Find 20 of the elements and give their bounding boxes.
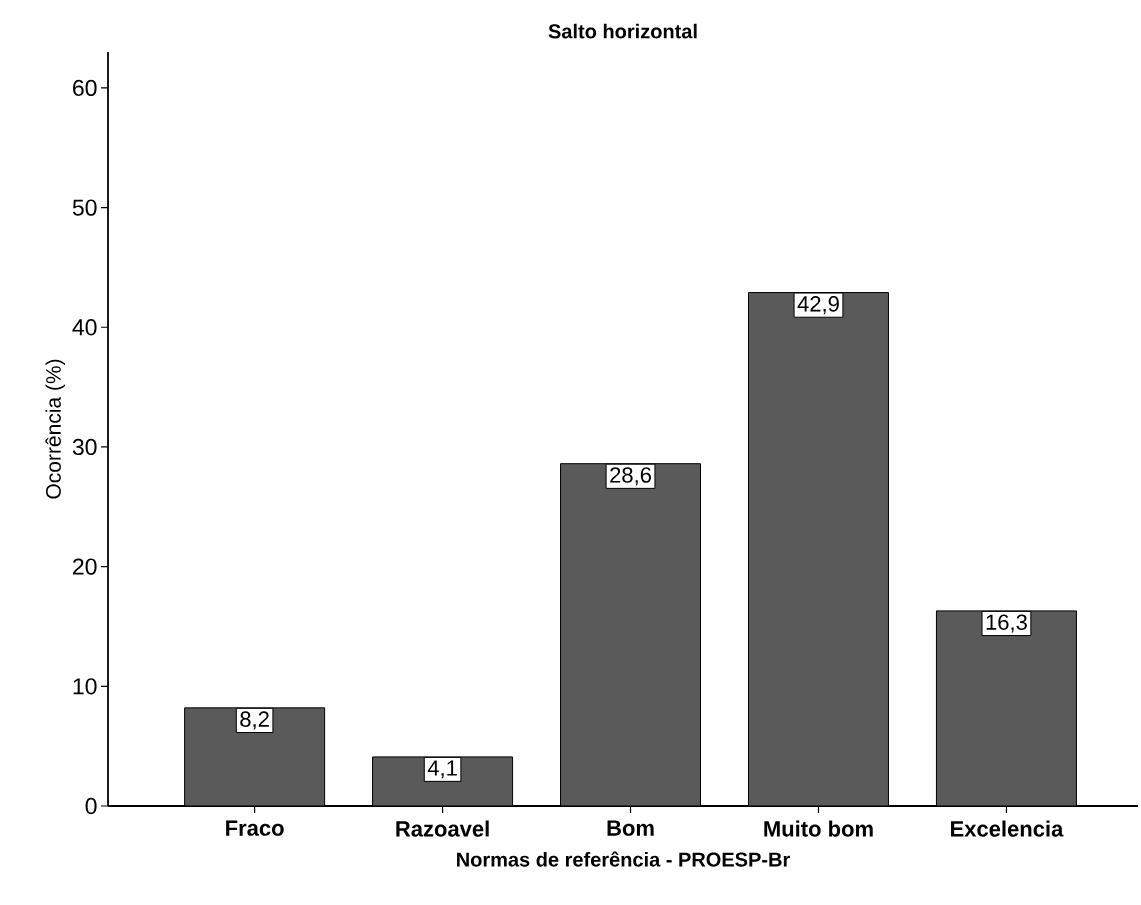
y-tick-label: 20 [73, 558, 97, 575]
x-tick-label: Excelencia [951, 820, 1064, 837]
y-tick-label: 10 [73, 678, 97, 695]
chart-title: Salto horizontal [548, 23, 697, 39]
y-tick-label: 0 [85, 797, 97, 815]
y-tick-label: 50 [72, 199, 97, 216]
y-tick-label: 40 [72, 319, 97, 336]
y-axis-title: Ocorrência (%) [45, 359, 66, 499]
x-tick-label: Fraco [226, 820, 284, 836]
y-tick-label: 30 [72, 438, 97, 456]
x-tick-label: Muito bom [764, 820, 873, 837]
x-tick-label: Razoavel [396, 820, 489, 837]
x-axis-title: Normas de referência - PROESP-Br [457, 851, 790, 867]
y-tick-label: 60 [73, 79, 97, 97]
data-label: 28,6 [610, 467, 651, 486]
data-label: 4,1 [427, 760, 457, 779]
data-label: 16,3 [986, 614, 1027, 633]
data-label: 42,9 [797, 296, 839, 315]
x-tick-label: Bom [607, 820, 654, 836]
data-label: 8,2 [240, 711, 269, 730]
